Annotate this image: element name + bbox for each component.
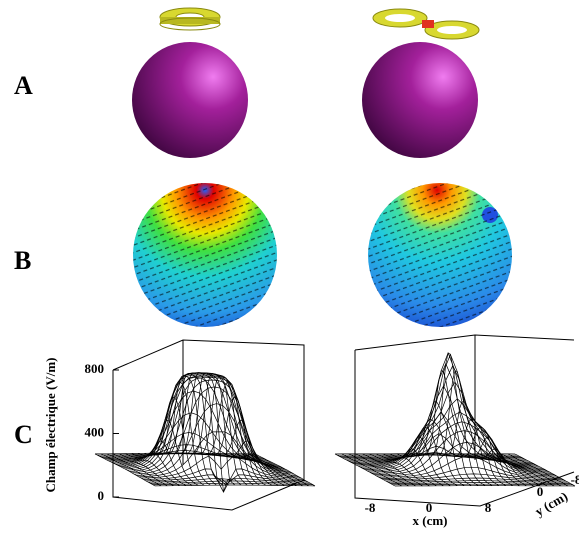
mesh-line: [390, 482, 571, 484]
mesh-line: [138, 431, 299, 478]
mesh-line: [236, 453, 297, 487]
mesh-line: [124, 374, 286, 470]
field-sphere: [133, 183, 277, 327]
x-tick-label: 0: [426, 500, 433, 515]
mesh-line: [136, 403, 297, 476]
mesh-line: [205, 396, 266, 486]
axis-label: Champ électrique (V/m): [43, 357, 58, 492]
mesh-line: [378, 455, 559, 478]
mesh-line: [381, 466, 562, 479]
mesh-line: [494, 453, 555, 487]
mesh-line: [392, 483, 573, 486]
mesh-line: [248, 453, 309, 487]
mesh-line: [211, 419, 273, 486]
mesh-line: [438, 401, 499, 486]
x-tick-label: -8: [365, 500, 376, 515]
axis-label: x (cm): [412, 513, 447, 528]
mesh-line: [371, 421, 552, 474]
y-tick-label: -8: [571, 472, 579, 487]
mesh-line: [374, 430, 555, 475]
y-tick-label: 0: [537, 484, 544, 499]
y-tick-label: 800: [85, 361, 105, 376]
row-label: A: [14, 71, 33, 100]
mesh-line: [187, 373, 248, 486]
mesh-line: [150, 480, 311, 484]
mesh-line: [487, 453, 548, 487]
mesh-line: [383, 473, 564, 481]
field-sphere: [368, 183, 512, 327]
mesh-line: [141, 455, 302, 479]
mesh-line: [134, 386, 295, 475]
mesh-line: [152, 482, 313, 485]
mesh-line: [199, 381, 260, 486]
mesh-line: [254, 453, 316, 487]
mesh-line: [376, 442, 557, 477]
mesh-line: [431, 370, 493, 486]
mesh-line: [445, 418, 506, 486]
row-label: B: [14, 246, 31, 275]
mesh-line: [424, 352, 486, 486]
mesh-line: [388, 480, 569, 483]
mesh-line: [148, 477, 309, 483]
mesh-line: [154, 484, 316, 487]
row-label: C: [14, 420, 33, 449]
x-tick-label: 8: [485, 500, 492, 515]
mesh-line: [224, 453, 285, 486]
mesh-line: [242, 453, 303, 487]
mesh-line: [385, 477, 566, 482]
plot-box: [354, 334, 575, 507]
sphere-coil: [362, 8, 480, 158]
mesh-line: [507, 453, 569, 487]
sphere-coil: [132, 7, 248, 158]
mesh-line: [501, 453, 562, 487]
mesh-line: [367, 398, 548, 472]
mesh-line: [230, 453, 291, 486]
y-tick-label: 0: [98, 488, 105, 503]
mesh-line: [217, 440, 279, 486]
mesh-line: [514, 453, 576, 487]
mesh-line: [459, 436, 520, 487]
y-tick-label: 400: [85, 424, 105, 439]
mesh-line: [193, 375, 254, 486]
mesh-line: [353, 385, 534, 464]
mesh-line: [369, 411, 550, 473]
mesh-line: [122, 373, 283, 469]
mesh-line: [466, 448, 527, 487]
plot-box: [112, 339, 305, 511]
mesh-line: [143, 468, 304, 493]
